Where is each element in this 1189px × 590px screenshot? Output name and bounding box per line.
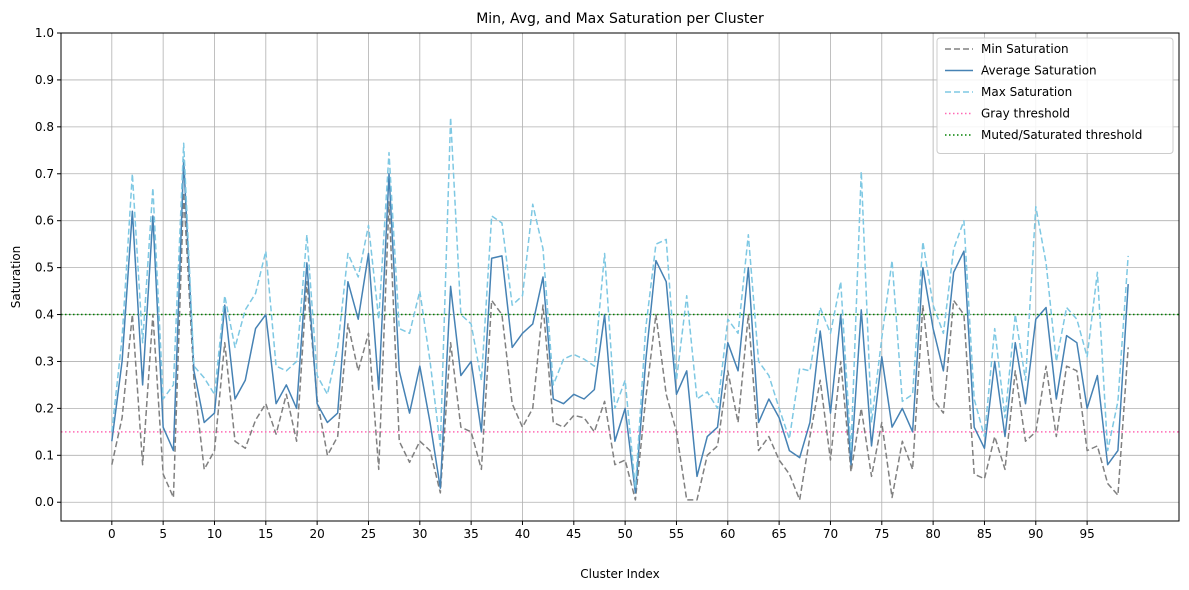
y-tick-label: 0.8 (35, 120, 54, 134)
x-tick-label: 15 (258, 527, 273, 541)
x-tick-label: 95 (1079, 527, 1094, 541)
y-tick-label: 0.3 (35, 354, 54, 368)
x-axis-label: Cluster Index (580, 567, 659, 581)
x-tick-label: 20 (310, 527, 325, 541)
x-tick-label: 75 (874, 527, 889, 541)
x-tick-label: 85 (977, 527, 992, 541)
y-tick-label: 1.0 (35, 26, 54, 40)
y-tick-label: 0.0 (35, 495, 54, 509)
x-tick-label: 35 (463, 527, 478, 541)
legend-label: Min Saturation (981, 42, 1069, 56)
x-tick-label: 40 (515, 527, 530, 541)
legend-label: Gray threshold (981, 107, 1070, 121)
x-tick-label: 60 (720, 527, 735, 541)
x-tick-label: 55 (669, 527, 684, 541)
x-tick-label: 10 (207, 527, 222, 541)
chart-title: Min, Avg, and Max Saturation per Cluster (476, 11, 764, 27)
plot-frame (60, 32, 1180, 522)
x-tick-label: 90 (1028, 527, 1043, 541)
series-line-1 (111, 158, 1129, 494)
y-tick-label: 0.1 (35, 448, 54, 462)
x-tick-label: 50 (617, 527, 632, 541)
x-tick-label: 80 (925, 527, 940, 541)
legend-label: Muted/Saturated threshold (981, 128, 1142, 142)
x-tick-label: 0 (108, 527, 116, 541)
legend-box (936, 37, 1174, 154)
x-axis-ticks: 0 5 10 15 20 25 30 35 40 45 50 55 60 65 70 75 80 85 90 95 (108, 521, 1095, 541)
x-tick-label: 25 (361, 527, 376, 541)
x-tick-label: 70 (823, 527, 838, 541)
y-axis-ticks: 0.0 0.1 0.2 0.3 0.4 0.5 0.6 0.7 0.8 0.9 1.0 (35, 26, 61, 509)
y-tick-label: 0.2 (35, 401, 54, 415)
legend-label: Average Saturation (981, 64, 1097, 78)
x-tick-label: 5 (159, 527, 167, 541)
x-tick-label: 30 (412, 527, 427, 541)
legend-label: Max Saturation (981, 85, 1072, 99)
x-tick-label: 65 (771, 527, 786, 541)
x-tick-label: 45 (566, 527, 581, 541)
legend: Min Saturation Average Saturation Max Satu… (936, 37, 1174, 154)
y-tick-label: 0.4 (35, 308, 54, 322)
y-tick-label: 0.5 (35, 261, 54, 275)
y-tick-label: 0.6 (35, 214, 54, 228)
series-line-0 (111, 191, 1129, 501)
series-line-2 (111, 116, 1129, 489)
y-tick-label: 0.9 (35, 73, 54, 87)
series-lines (111, 116, 1129, 501)
y-axis-label: Saturation (9, 246, 23, 309)
y-tick-label: 0.7 (35, 167, 54, 181)
